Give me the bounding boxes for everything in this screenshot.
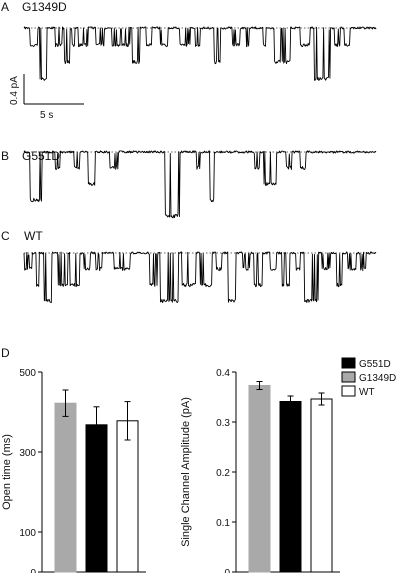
- legend-label-wt: WT: [359, 387, 375, 398]
- open-time-y-tick-label: 0: [30, 568, 36, 573]
- amplitude-bar-wt: [310, 398, 333, 573]
- amplitude-y-tick-label: 0.4: [216, 368, 230, 379]
- amplitude-y-tick-label: 0: [224, 568, 230, 573]
- trace-g1349d: [23, 26, 377, 81]
- trace-wt: [23, 251, 377, 304]
- amplitude-y-axis-label: Single Channel Amplitude (pA): [180, 397, 192, 547]
- scale-bar-current-label: 0.4 pA: [9, 76, 20, 105]
- amplitude-y-tick-label: 0.2: [216, 468, 230, 479]
- open-time-y-axis-label: Open time (ms): [1, 434, 13, 510]
- amplitude-y-tick-label: 0.1: [216, 518, 230, 529]
- legend-label-g551d: G551D: [359, 359, 391, 370]
- panel-a-letter: A: [1, 0, 9, 14]
- amplitude-bar-g551d: [279, 401, 302, 573]
- open-time-bar-g1349d: [54, 402, 77, 573]
- open-time-y-tick-label: 100: [19, 528, 36, 539]
- trace-g551d: [23, 150, 377, 219]
- panel-c-label: WT: [24, 229, 43, 243]
- amplitude-bar-g1349d: [248, 385, 271, 573]
- panel-c-letter: C: [1, 229, 10, 243]
- legend: G551D G1349D WT: [341, 357, 396, 398]
- legend-swatch-g551d: [341, 357, 356, 369]
- panel-d-letter: D: [1, 346, 10, 360]
- amplitude-chart: Single Channel Amplitude (pA) 0 0.1 0.2 0.3…: [180, 368, 340, 573]
- scale-bar-time-label: 5 s: [40, 110, 53, 121]
- amplitude-y-tick-label: 0.3: [216, 418, 230, 429]
- panel-a-label: G1349D: [22, 0, 67, 14]
- panel-b-letter: B: [1, 149, 9, 163]
- scale-bar: 0.4 pA 5 s: [9, 74, 84, 121]
- open-time-chart: Open time (ms) 0 100 300 500: [1, 368, 146, 573]
- open-time-y-tick-label: 300: [19, 448, 36, 459]
- open-time-bar-g551d: [85, 424, 108, 573]
- open-time-bar-wt: [116, 420, 139, 573]
- legend-swatch-g1349d: [341, 371, 356, 383]
- legend-swatch-wt: [341, 385, 356, 397]
- open-time-y-tick-label: 500: [19, 368, 36, 379]
- legend-label-g1349d: G1349D: [359, 373, 396, 384]
